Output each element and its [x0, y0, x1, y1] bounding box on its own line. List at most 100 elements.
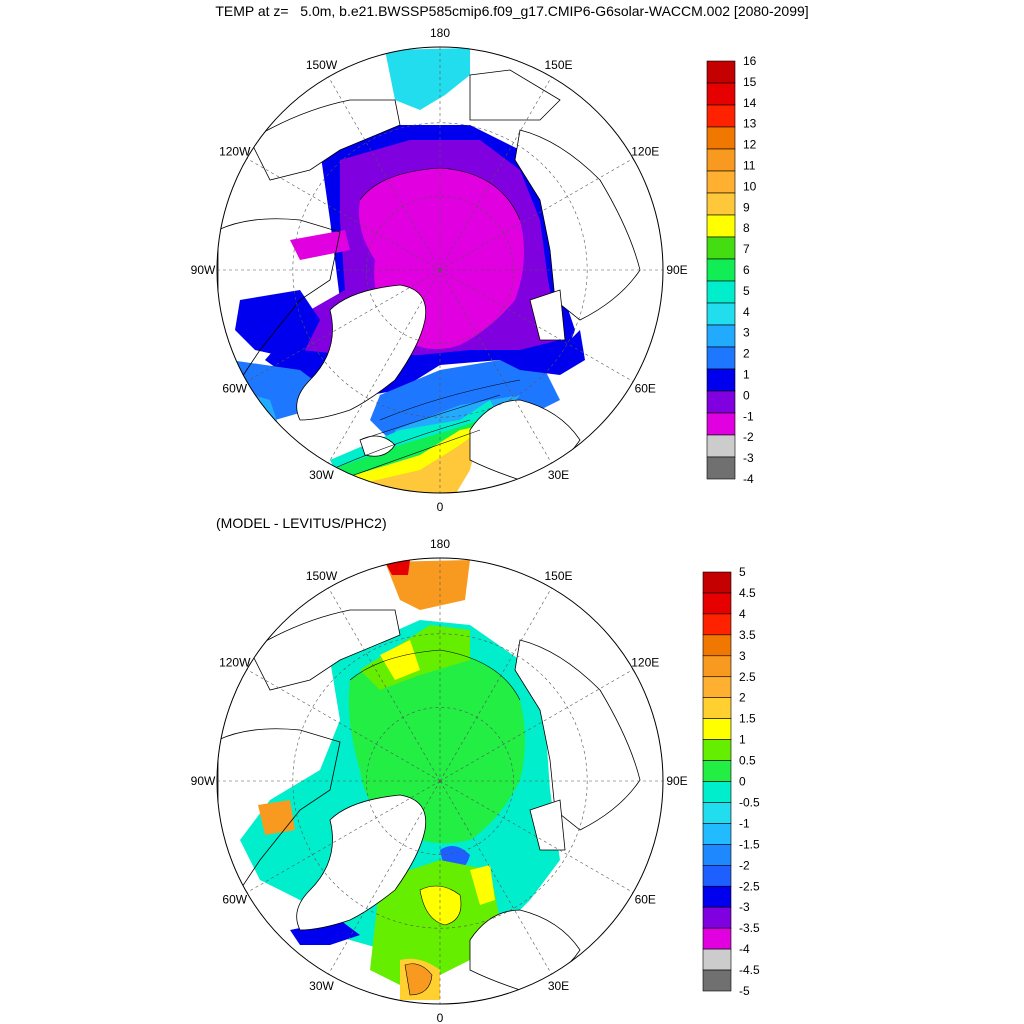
colorbar-tick-label: 1.5 — [739, 712, 756, 726]
colorbar-swatch — [706, 456, 736, 480]
colorbar-swatch — [706, 236, 736, 260]
panel-1-longitude-labels: 180 150E 120E 90E 60E 30E 0 30W 60W 90W 120W 150W — [191, 26, 688, 514]
colorbar-swatch — [702, 592, 732, 615]
colorbar-swatch — [702, 864, 732, 887]
colorbar-swatch — [702, 571, 732, 594]
colorbar-swatch — [706, 412, 736, 436]
meridian-line — [439, 158, 634, 271]
colorbar-tick-label: 7 — [743, 242, 750, 256]
colorbar-tick-label: -2.5 — [739, 879, 760, 893]
colorbar-swatch — [702, 739, 732, 761]
colorbar-swatch — [702, 655, 732, 678]
colorbar-swatch — [702, 885, 732, 908]
longitude-label: 60E — [635, 382, 656, 396]
colorbar-tick-label: -4.5 — [739, 963, 760, 977]
colorbar-tick-label: -0.5 — [739, 795, 760, 809]
meridian-line — [328, 76, 441, 271]
figure-title: TEMP at z= 5.0m, b.e21.BWSSP585cmip6.f09… — [215, 3, 809, 19]
longitude-label: 90E — [666, 263, 687, 277]
longitude-label: 150E — [544, 58, 572, 72]
colorbar-swatch — [706, 60, 736, 84]
colorbar-swatch — [706, 346, 736, 370]
meridian-line — [439, 780, 552, 975]
colorbar-tick-label: 0 — [743, 388, 750, 402]
colorbar-tick-label: 0.5 — [739, 754, 756, 768]
longitude-label: 30W — [309, 468, 334, 482]
colorbar-swatch — [706, 170, 736, 194]
p2-land-siberia — [514, 639, 641, 831]
colorbar-swatch — [702, 676, 732, 699]
meridian-line — [439, 780, 634, 893]
longitude-label: 150W — [306, 58, 338, 72]
panel-1-graticule — [217, 47, 663, 493]
colorbar-tick-label: -4 — [743, 472, 754, 486]
meridian-line — [246, 669, 441, 782]
colorbar-tick-label: 16 — [743, 54, 757, 68]
p1-field-hudson — [235, 290, 320, 360]
p1-field-canadian-channel — [290, 230, 350, 260]
longitude-label: 60W — [222, 382, 247, 396]
colorbar-tick-label: -3.5 — [739, 921, 760, 935]
longitude-label: 120E — [631, 145, 659, 159]
p2-land-novaya-zemlya — [529, 799, 566, 851]
colorbar-swatch — [706, 302, 736, 326]
panel-2-polar-map: 180 150E 120E 90E 60E 30E 0 30W 60W 90W 120W 150W 5… — [191, 537, 760, 1024]
p1-land-alaska — [249, 99, 401, 181]
colorbar-swatch — [702, 927, 732, 950]
longitude-label: 60W — [222, 893, 247, 907]
p2-land-greenland — [296, 794, 427, 931]
meridian-line — [328, 269, 441, 464]
longitude-label: 150E — [544, 569, 572, 583]
p1-field-pacific-inflow — [385, 48, 470, 110]
p2-field-beaufort-yellow — [380, 640, 420, 680]
p1-land-canada — [217, 218, 341, 381]
panel-2-longitude-labels: 180 150E 120E 90E 60E 30E 0 30W 60W 90W 120W 150W — [191, 537, 688, 1024]
longitude-label: 120E — [631, 656, 659, 670]
colorbar-swatch — [702, 760, 732, 782]
p2-field-labrador-blue — [290, 920, 360, 945]
colorbar-tick-label: 1 — [743, 368, 750, 382]
meridian-line — [246, 780, 441, 893]
colorbar-tick-label: 5 — [743, 284, 750, 298]
colorbar-tick-label: 0 — [739, 775, 746, 789]
colorbar-tick-label: 15 — [743, 75, 757, 89]
colorbar-swatch — [702, 948, 732, 971]
colorbar-tick-label: 1 — [739, 733, 746, 747]
colorbar-swatch — [706, 324, 736, 348]
colorbar-tick-label: -3 — [739, 900, 750, 914]
meridian-line — [246, 269, 441, 382]
colorbar-swatch — [702, 634, 732, 657]
colorbar-tick-label: -1 — [739, 816, 750, 830]
colorbar-tick-label: -1 — [743, 409, 754, 423]
meridian-line — [439, 669, 634, 782]
p2-land-alaska — [249, 609, 401, 691]
colorbar-swatch — [706, 390, 736, 414]
meridian-line — [439, 76, 552, 271]
colorbar-swatch — [702, 802, 732, 824]
colorbar-tick-label: -5 — [739, 984, 750, 998]
panel-subtitle: (MODEL - LEVITUS/PHC2) — [216, 515, 387, 531]
colorbar-swatch — [706, 434, 736, 458]
colorbar-swatch — [706, 126, 736, 150]
colorbar-swatch — [702, 718, 732, 740]
p1-land-siberia — [514, 129, 641, 321]
p1-field-barents — [500, 330, 585, 375]
longitude-label: 30E — [548, 468, 569, 482]
longitude-label: 0 — [437, 500, 444, 514]
colorbar-tick-label: 2 — [743, 347, 750, 361]
longitude-label: 30W — [309, 979, 334, 993]
colorbar-tick-label: 2.5 — [739, 670, 756, 684]
colorbar-tick-label: 4 — [743, 305, 750, 319]
colorbar-tick-label: 2 — [739, 691, 746, 705]
colorbar-tick-label: 10 — [743, 179, 757, 193]
meridian-line — [439, 587, 552, 782]
latitude-circle — [292, 122, 588, 418]
meridian-line — [328, 587, 441, 782]
colorbar-swatch — [702, 969, 732, 992]
colorbar-swatch — [706, 258, 736, 282]
colorbar-swatch — [702, 613, 732, 636]
colorbar-swatch — [706, 82, 736, 106]
colorbar-swatch — [702, 906, 732, 929]
meridian-line — [328, 780, 441, 975]
